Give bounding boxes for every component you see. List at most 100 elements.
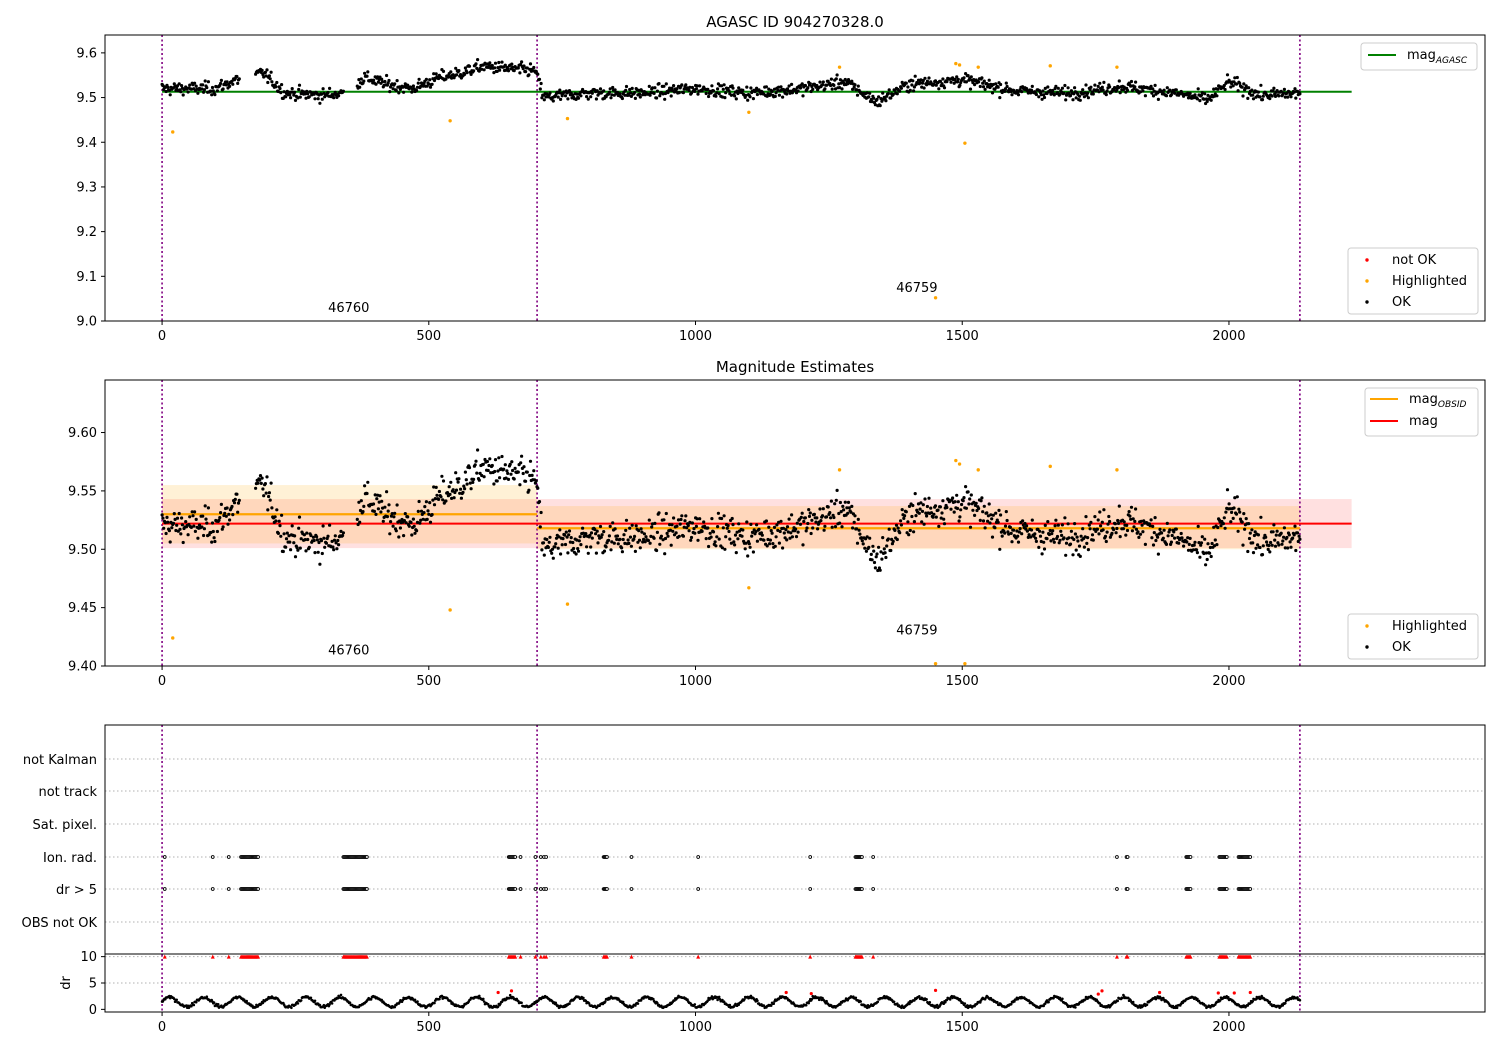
flag-point [226,855,231,859]
highlighted-point [448,608,452,612]
ok-point [939,516,943,520]
ok-point [1137,535,1141,540]
ok-point [1012,528,1016,532]
ok-point [727,89,731,93]
ok-point [955,493,959,497]
ok-point [285,531,289,535]
legend-label: Highlighted [1392,274,1467,289]
ok-point [432,503,437,507]
ok-point [932,512,936,516]
ok-point [1049,92,1053,96]
ok-point [1138,532,1143,536]
ok-point [1016,540,1021,544]
ok-point [1116,518,1120,523]
dr-ok-point [979,1001,982,1004]
ok-point [735,530,739,534]
ok-point [845,506,849,510]
ok-point [282,532,286,536]
ok-point [527,488,531,492]
ok-point [889,548,893,553]
ok-point [1040,97,1044,101]
ok-point [1049,539,1053,543]
dr-ok-point [772,1002,775,1005]
ok-point [503,63,507,67]
ok-point [1200,91,1204,95]
ok-point [205,86,209,90]
ok-point [933,504,938,508]
ok-point [620,550,625,554]
ok-point [1186,91,1190,95]
dr-ok-point [1268,1000,1272,1004]
ok-point [160,513,164,517]
ok-point [1127,510,1131,514]
ok-point [166,85,170,89]
ok-point [714,94,718,98]
ok-point [768,538,773,542]
ok-point [868,536,872,540]
ok-point [566,551,570,555]
ok-point [518,483,522,487]
ok-point [378,494,382,498]
x-tick-label: 1000 [679,1020,712,1035]
ok-point [1168,528,1172,532]
dr-ok-point [908,1002,911,1006]
ok-point [458,491,462,495]
ok-point [371,78,376,82]
ok-point [849,510,853,514]
ok-point [571,540,575,545]
legend-frame [1347,613,1479,660]
ok-point [385,515,389,519]
ok-point [879,550,883,554]
ok-point [365,74,369,78]
ok-point [419,509,424,513]
ok-point [213,93,217,97]
ok-point [911,79,915,83]
ok-point [755,92,760,97]
dr-ok-point [587,1002,591,1005]
y-tick-label: 9.45 [68,601,97,616]
ok-point [413,531,417,535]
chart-title: Magnitude Estimates [716,358,874,376]
ok-point [677,91,681,95]
ok-point [516,66,520,70]
ok-point [1058,538,1062,542]
dr-clipped-marker [364,954,369,959]
ok-point [1102,80,1106,84]
ok-point [586,97,590,101]
ok-point [358,508,363,513]
ok-point [1054,518,1058,522]
ok-point [983,526,987,530]
ok-point [1165,86,1169,90]
ok-point [174,528,178,533]
ok-point [873,103,878,107]
dr-clipped-marker [1248,954,1253,959]
ok-point [658,542,662,546]
ok-point [716,87,720,91]
ok-point [806,521,810,526]
ok-point [490,463,494,468]
ok-point [1141,89,1145,93]
ok-point [363,484,367,488]
ok-point [1149,518,1153,522]
ok-point [1240,85,1244,89]
ok-point [509,472,513,476]
ok-point [912,89,916,93]
ok-point [668,523,672,527]
ok-point [323,545,327,549]
ok-point [1289,95,1293,99]
ok-point [469,487,473,491]
ok-point [1282,91,1286,95]
ok-point [837,511,841,516]
ok-point [468,481,472,485]
ok-point [1205,99,1209,104]
ok-point [197,523,202,527]
ok-point [457,69,461,73]
ok-point [687,88,691,93]
ok-point [884,555,888,560]
ok-point [492,482,496,486]
ok-point [936,508,940,512]
ok-point [568,540,573,544]
ok-point [522,465,526,469]
